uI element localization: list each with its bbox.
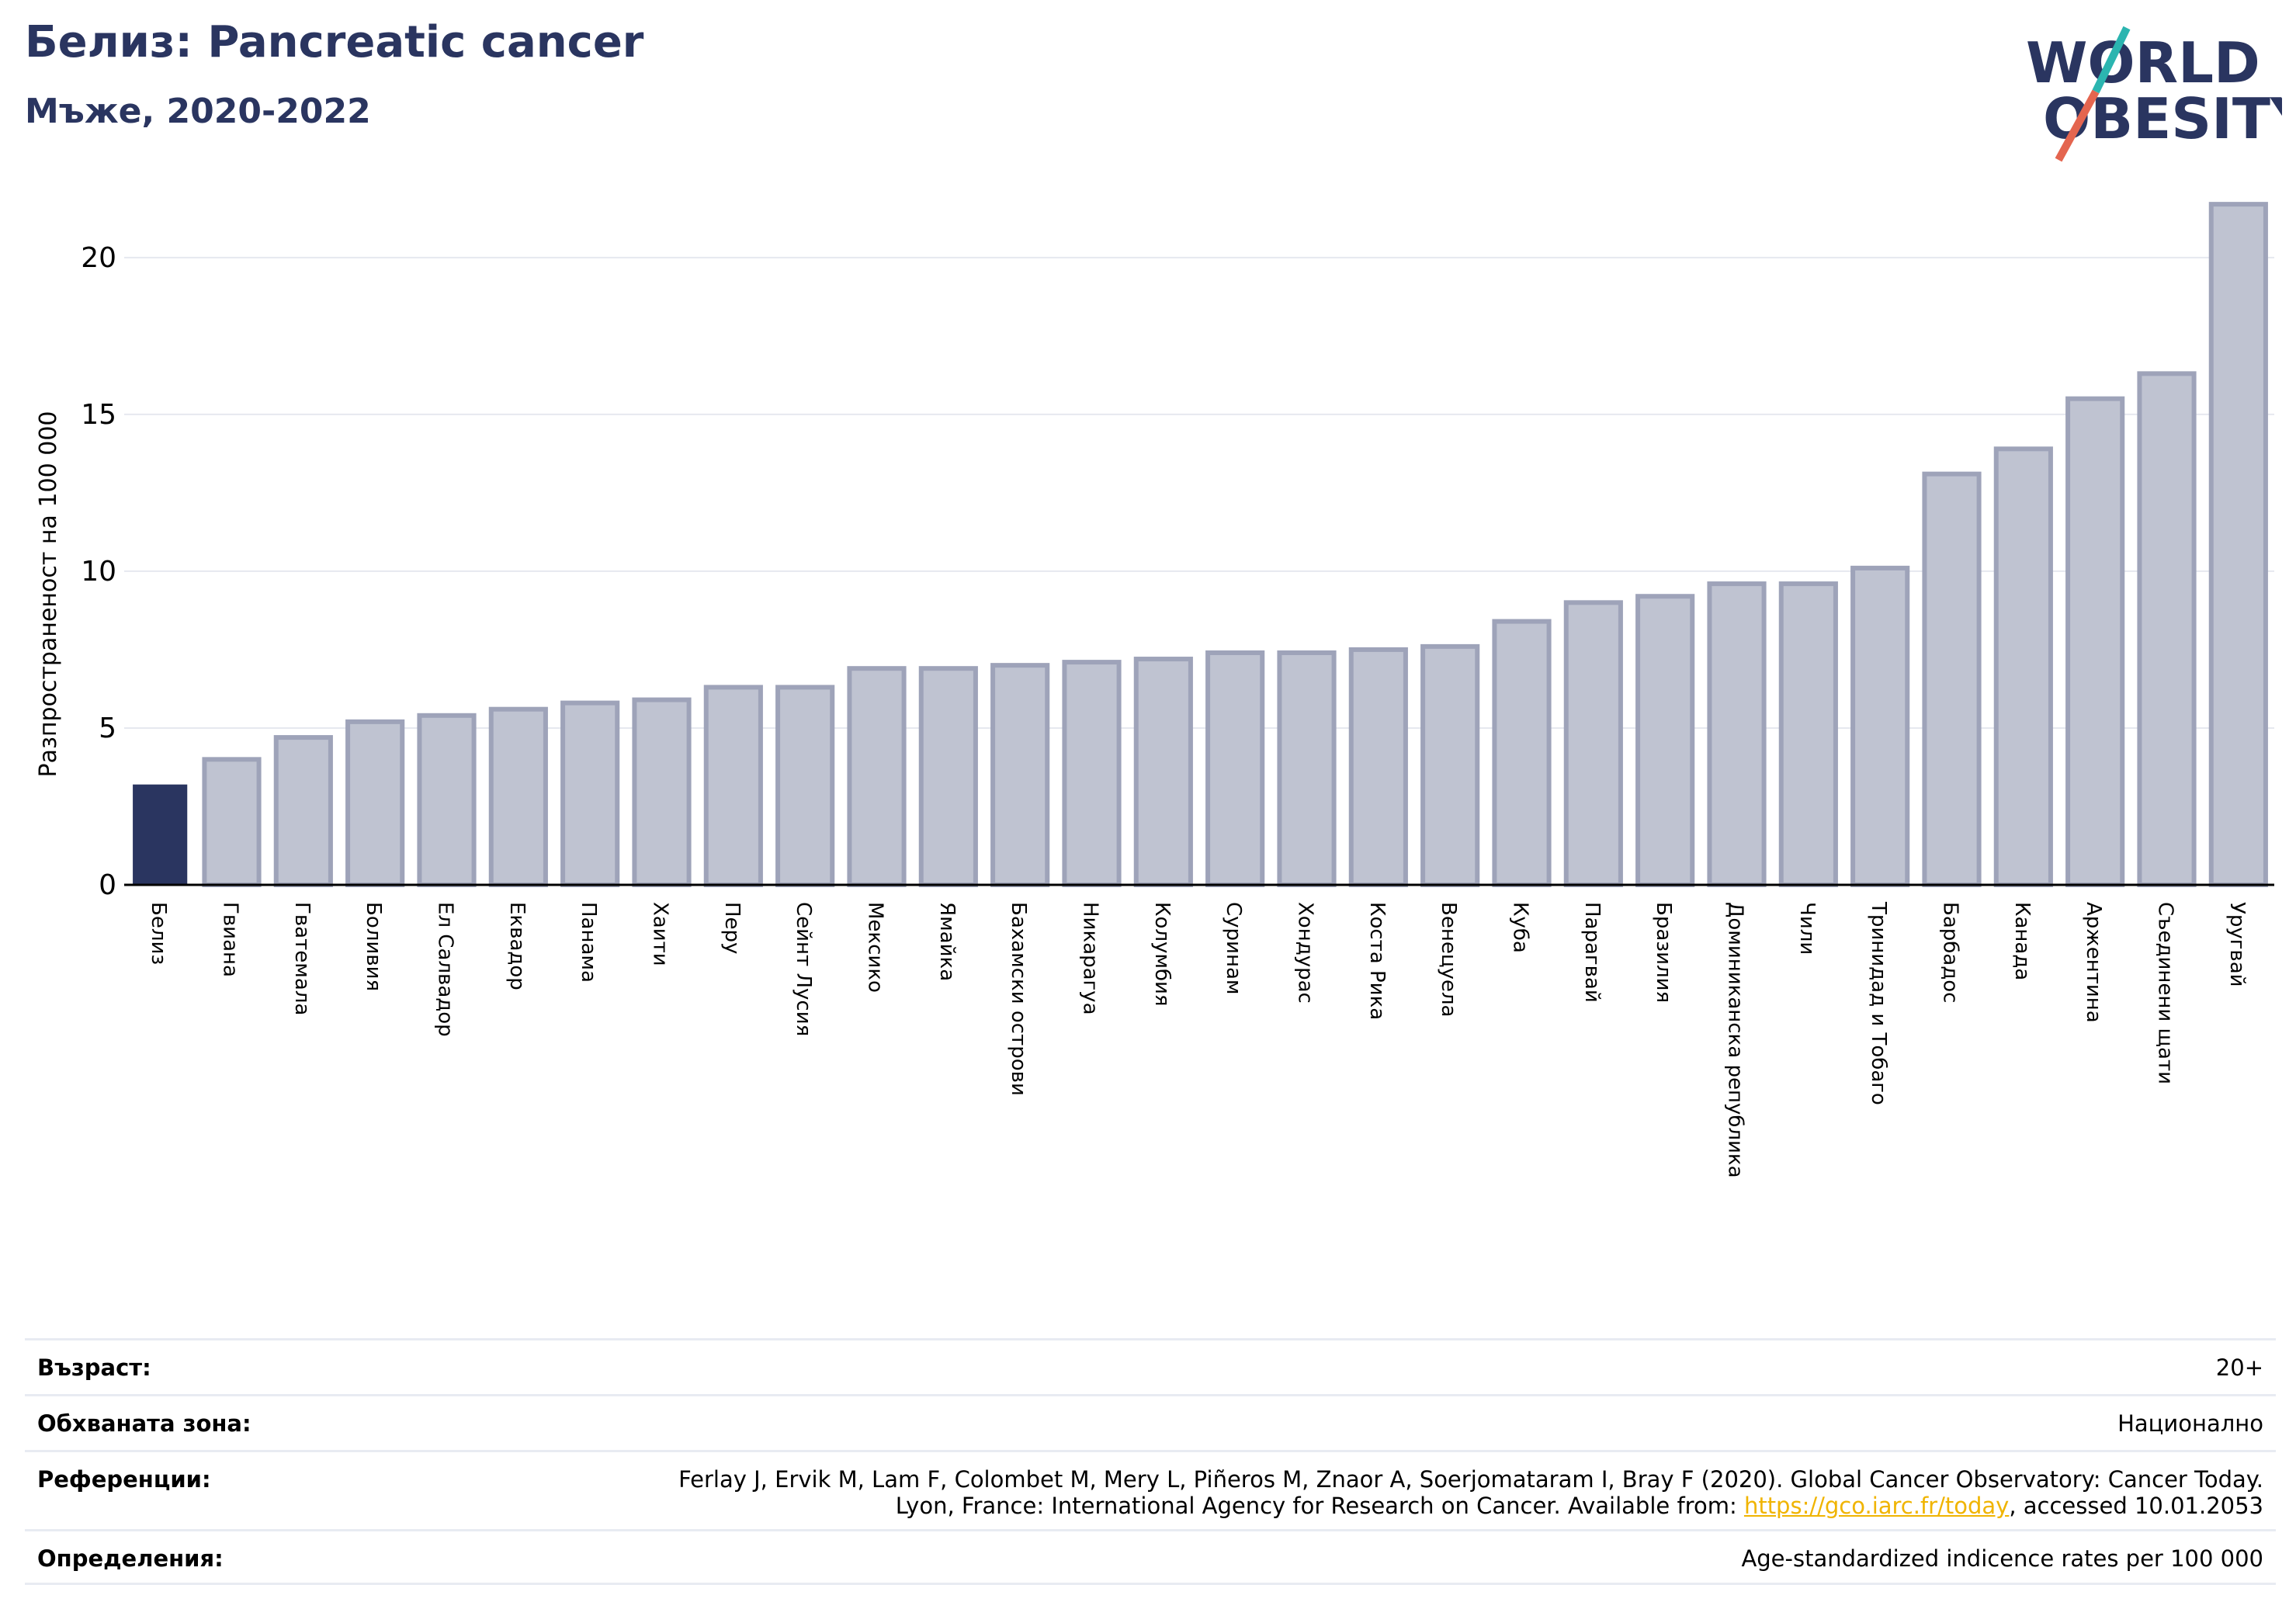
x-tick-label: Канада: [2010, 902, 2034, 980]
grid-lines: [124, 256, 2274, 729]
page-title: Белиз: Pancreatic cancer: [25, 17, 644, 68]
x-tick-label: Съединени щати: [2154, 902, 2177, 1084]
y-tick-label: 20: [81, 242, 116, 274]
x-tick-label: Хаити: [649, 902, 672, 966]
x-tick-label: Аржентина: [2082, 902, 2105, 1023]
meta-row-coverage: Обхваната зона: Национално: [25, 1394, 2276, 1450]
x-tick-label: Куба: [1509, 902, 1532, 953]
x-tick-label: Бразилия: [1652, 902, 1675, 1003]
bar: [1850, 565, 1910, 887]
bar: [1993, 446, 2053, 887]
bar: [273, 735, 333, 887]
references-label: Референции:: [37, 1466, 211, 1493]
x-tick-label: Чили: [1795, 902, 1819, 955]
x-tick-label: Колумбия: [1150, 902, 1174, 1007]
bar: [1062, 660, 1122, 887]
x-tick-label: Еквадор: [505, 902, 529, 990]
page-subtitle: Мъже, 2020-2022: [25, 92, 371, 131]
y-axis-label: Разпространеност на 100 000: [35, 411, 62, 778]
bar: [1205, 650, 1265, 887]
bar: [1563, 600, 1623, 887]
bar: [1420, 643, 1480, 888]
logo-line1: WORLD: [2026, 30, 2260, 95]
x-tick-label: Белиз: [147, 902, 170, 965]
age-label: Възраст:: [37, 1354, 151, 1381]
bars: [133, 202, 2268, 888]
x-tick-label: Никарагуа: [1079, 902, 1102, 1015]
bar: [202, 757, 262, 888]
y-tick-label: 5: [99, 713, 116, 744]
y-tick-label: 10: [81, 556, 116, 588]
bar: [918, 666, 978, 887]
logo-slash-coral: [2055, 89, 2100, 162]
bar: [1635, 594, 1695, 888]
bar: [1348, 647, 1408, 887]
x-tick-label: Уругвай: [2225, 902, 2249, 987]
bar-chart: 0 5 10 15 20 Белиз Гвиана Гватемала Боливия Ел С…: [35, 202, 2274, 1178]
bar: [847, 666, 907, 887]
x-tick-label: Хондурас: [1294, 902, 1317, 1004]
bar: [632, 697, 692, 887]
y-tick-label: 0: [99, 869, 116, 901]
x-tick-label: Венецуела: [1437, 902, 1460, 1017]
x-tick-labels: Белиз Гвиана Гватемала Боливия Ел Салвадор Ек…: [147, 901, 2249, 1178]
meta-row-definitions: Определения: Age-standardized indicence …: [25, 1529, 2276, 1585]
meta-row-age: Възраст: 20+: [25, 1338, 2276, 1394]
bar: [133, 784, 188, 885]
bar: [775, 685, 835, 887]
x-tick-label: Перу: [720, 902, 744, 954]
y-tick-labels: 0 5 10 15 20: [81, 242, 116, 901]
x-tick-label: Боливия: [362, 902, 385, 991]
bar: [1133, 657, 1193, 888]
references-link[interactable]: https://gco.iarc.fr/today: [1743, 1493, 2010, 1519]
bar: [1922, 471, 1982, 887]
references-line1: Ferlay J, Ervik M, Lam F, Colombet M, Me…: [678, 1466, 2263, 1493]
y-tick-label: 15: [81, 399, 116, 431]
bar: [2208, 202, 2268, 887]
x-tick-label: Коста Рика: [1365, 902, 1389, 1020]
x-tick-label: Барбадос: [1939, 902, 1962, 1003]
bar: [2137, 371, 2197, 887]
x-tick-label: Мексико: [864, 902, 887, 993]
x-tick-label: Бахамски острови: [1007, 902, 1030, 1096]
bar: [1277, 650, 1337, 887]
x-tick-label: Панама: [577, 902, 600, 983]
bar: [488, 706, 548, 888]
bar: [560, 700, 620, 887]
coverage-value: Национално: [2117, 1410, 2263, 1437]
bar: [703, 685, 763, 887]
x-tick-label: Гватемала: [290, 902, 314, 1015]
bar: [345, 719, 405, 888]
references-line2-suffix: , accessed 10.01.2053: [2009, 1493, 2263, 1519]
bar: [1707, 581, 1767, 888]
meta-row-references: Референции: Ferlay J, Ervik M, Lam F, Co…: [25, 1450, 2276, 1529]
x-tick-label: Сейнт Лусия: [792, 902, 815, 1036]
x-tick-label: Доминиканска република: [1724, 902, 1747, 1178]
logo-slash-teal: [2092, 26, 2131, 94]
definitions-value: Age-standardized indicence rates per 100…: [1741, 1545, 2263, 1572]
bar: [2065, 396, 2125, 887]
bar: [1492, 619, 1552, 888]
x-tick-label: Суринам: [1222, 902, 1245, 995]
definitions-label: Определения:: [37, 1545, 224, 1572]
world-obesity-logo: WORLD OBESITY: [2026, 26, 2282, 162]
age-value: 20+: [2215, 1354, 2263, 1381]
x-tick-label: Тринидад и Тобаго: [1867, 901, 1890, 1105]
metadata-table: Възраст: 20+ Обхваната зона: Национално …: [25, 1338, 2276, 1585]
bar: [1778, 581, 1838, 888]
x-tick-label: Ямайка: [935, 902, 959, 981]
references-line2-prefix: Lyon, France: International Agency for R…: [895, 1493, 1744, 1519]
bar: [417, 713, 477, 887]
x-tick-label: Гвиана: [219, 902, 242, 977]
bar: [990, 663, 1050, 887]
references-value: Ferlay J, Ervik M, Lam F, Colombet M, Me…: [678, 1466, 2263, 1519]
x-tick-label: Ел Салвадор: [434, 902, 457, 1037]
x-tick-label: Парагвай: [1580, 902, 1604, 1003]
coverage-label: Обхваната зона:: [37, 1410, 251, 1437]
